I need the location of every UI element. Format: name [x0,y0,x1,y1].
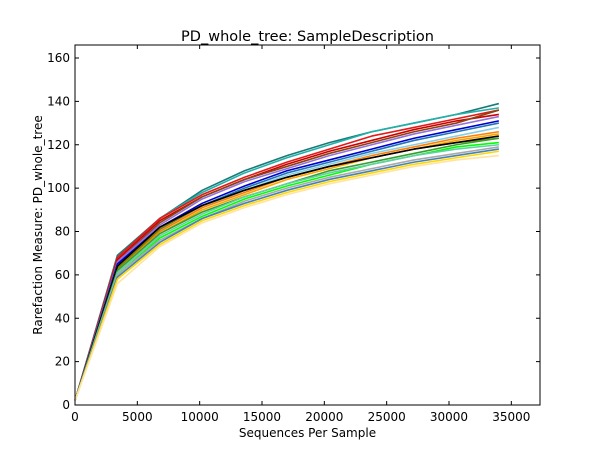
x-tick-label: 15000 [243,410,281,424]
series-line-19 [74,150,499,401]
y-axis-ticks: 0 20 40 60 80 100 120 140 160 [47,51,540,412]
y-axis-label: Rarefaction Measure: PD_whole_tree [31,115,45,334]
plot-frame [74,44,541,406]
y-tick-label: 140 [47,94,70,108]
chart-title: PD_whole_tree: SampleDescription [181,29,434,45]
x-tick-label: 35000 [492,410,530,424]
x-tick-label: 20000 [305,410,343,424]
y-tick-label: 100 [47,181,70,195]
series-line-5 [74,109,500,401]
plot-area [75,45,540,405]
x-tick-label: 10000 [181,410,219,424]
x-axis-label: Sequences Per Sample [239,426,376,440]
y-tick-label: 0 [62,398,70,412]
y-tick-label: 20 [55,355,70,369]
x-axis-ticks: 0 5000 10000 15000 20000 25000 30000 35000 [71,45,530,424]
x-tick-label: 25000 [368,410,406,424]
x-tick-label: 30000 [430,410,468,424]
x-tick-label: 5000 [122,410,153,424]
series-line-20 [74,154,499,401]
x-tick-label: 0 [71,410,79,424]
series-line-6 [74,115,500,401]
series-line-18 [74,148,499,401]
series-line-17 [74,146,499,401]
y-tick-label: 80 [55,225,70,239]
series-line-4 [74,113,499,401]
series-layer [74,102,500,401]
y-tick-label: 160 [47,51,70,65]
series-line-3 [74,109,500,401]
y-tick-label: 40 [55,311,70,325]
y-tick-label: 60 [55,268,70,282]
series-line-16 [74,143,499,401]
y-tick-label: 120 [47,138,70,152]
series-line-13 [74,135,499,401]
